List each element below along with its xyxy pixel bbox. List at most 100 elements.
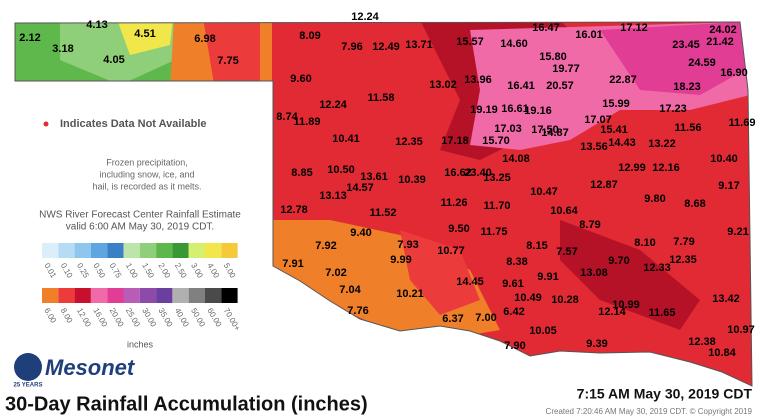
station-value: 13.56	[580, 141, 608, 153]
station-value: 18.23	[673, 81, 701, 93]
station-value: 12.78	[280, 204, 308, 216]
station-value: 23.45	[672, 39, 700, 51]
legend-swatch	[123, 243, 140, 258]
legend-swatch	[90, 243, 108, 258]
station-value: 9.80	[644, 193, 665, 205]
station-value: 7.04	[339, 284, 361, 296]
station-value: 24.02	[709, 24, 737, 36]
legend-label: 8.00	[59, 307, 75, 325]
station-value: 7.96	[341, 41, 362, 53]
legend-swatch	[74, 288, 91, 303]
station-value: 9.17	[718, 180, 739, 192]
station-value: 13.13	[319, 190, 347, 202]
station-value: 9.99	[390, 254, 411, 266]
station-value: 16.41	[507, 80, 535, 92]
station-value: 11.70	[484, 200, 511, 212]
station-value: 7.91	[282, 258, 303, 270]
station-value: 13.42	[712, 293, 740, 305]
station-value: 15.57	[456, 36, 484, 48]
station-value: 17.07	[584, 114, 612, 126]
station-value: 9.61	[502, 278, 523, 290]
station-value: 15.80	[539, 51, 567, 63]
station-value: 8.68	[684, 198, 705, 210]
station-value: 19.77	[552, 63, 580, 75]
legend-label: 25.00	[124, 307, 142, 329]
station-value: 17.23	[659, 103, 687, 115]
station-value: 9.50	[448, 223, 469, 235]
legend-label: 12.00	[75, 307, 93, 329]
legend-swatch	[42, 288, 59, 303]
station-value: 13.96	[464, 74, 492, 86]
legend-label: 4.00	[205, 262, 221, 280]
station-value: 14.45	[456, 276, 484, 288]
station-value: 4.51	[134, 28, 155, 40]
legend-swatch	[205, 288, 222, 303]
station-value: 6.98	[194, 33, 215, 45]
station-value: 6.37	[442, 313, 463, 325]
estimate-note: NWS River Forecast Center Rainfall Estim…	[39, 210, 241, 221]
legend-unit: inches	[127, 339, 154, 349]
station-value: 16.61	[501, 103, 529, 115]
legend-swatch	[58, 243, 75, 258]
legend-label: 50.00	[189, 307, 207, 329]
station-value: 10.40	[710, 153, 738, 165]
station-value: 12.99	[618, 162, 646, 174]
station-value: 14.08	[502, 153, 530, 165]
station-value: 17.12	[620, 22, 648, 34]
legend-label: 16.00	[91, 307, 109, 329]
station-value: 14.60	[500, 38, 528, 50]
station-value: 12.49	[372, 41, 400, 53]
station-value: 7.75	[217, 55, 238, 67]
station-value: 8.38	[506, 256, 527, 268]
station-value: 12.24	[319, 99, 347, 111]
station-value: 4.05	[103, 54, 124, 66]
station-value: 6.42	[503, 306, 524, 318]
station-value: 13.22	[648, 138, 676, 150]
legend-label: 2.00	[157, 262, 173, 280]
station-value: 23.40	[464, 167, 492, 179]
station-value: 10.05	[529, 325, 557, 337]
legend-swatch	[221, 288, 238, 303]
station-value: 13.02	[429, 79, 457, 91]
station-value: 11.56	[675, 122, 702, 134]
legend-label: 35.00	[157, 307, 175, 329]
station-value: 13.08	[580, 267, 608, 279]
legend-swatch	[42, 243, 59, 258]
station-value: 10.50	[327, 164, 355, 176]
legend-swatch	[205, 243, 222, 258]
station-value: 7.92	[315, 240, 336, 252]
legend-swatch	[221, 243, 238, 258]
legend-label: 40.00	[173, 307, 191, 329]
station-value: 16.01	[575, 29, 603, 41]
legend-label: 0.75	[108, 262, 124, 280]
station-value: 10.64	[550, 205, 578, 217]
missing-dot	[43, 121, 49, 127]
legend-swatch	[58, 288, 75, 303]
legend-label: 0.01	[42, 262, 58, 280]
frozen-note: Frozen precipitation,	[106, 157, 188, 167]
legend-label: 6.00	[42, 307, 58, 325]
legend-swatch	[107, 243, 124, 258]
station-value: 17.18	[441, 135, 469, 147]
station-value: 12.35	[669, 254, 697, 266]
station-value: 10.77	[437, 245, 465, 257]
station-value: 10.28	[551, 294, 579, 306]
legend-label: 0.25	[75, 262, 91, 280]
legend-swatch	[139, 288, 157, 303]
station-value: 7.76	[347, 305, 368, 317]
station-value: 12.14	[598, 306, 626, 318]
station-value: 11.58	[368, 92, 395, 104]
station-value: 7.90	[504, 340, 525, 352]
station-value: 8.10	[634, 237, 655, 249]
station-value: 12.33	[643, 262, 671, 274]
station-value: 16.47	[532, 22, 560, 34]
station-value: 10.47	[530, 186, 558, 198]
station-value: 4.13	[86, 19, 107, 31]
station-value: 8.85	[291, 167, 312, 179]
legend-label: 60.00	[205, 307, 223, 329]
station-value: 12.16	[652, 162, 680, 174]
station-value: 10.84	[708, 347, 736, 359]
station-value: 7.57	[556, 246, 577, 258]
station-value: 10.39	[398, 174, 426, 186]
